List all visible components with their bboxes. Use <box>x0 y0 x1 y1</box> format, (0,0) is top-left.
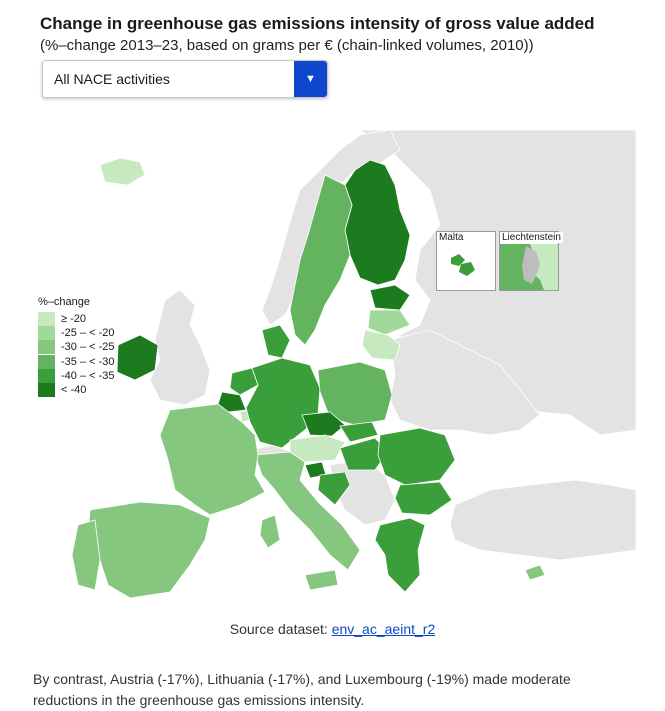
country-ireland <box>116 334 159 381</box>
malta-shape <box>451 254 475 276</box>
legend-item-label: ≥ -20 <box>61 313 86 326</box>
country-romania <box>377 427 456 486</box>
country-denmark <box>261 324 291 359</box>
inset-liechtenstein: Liechtenstein <box>499 231 563 291</box>
legend-item-label: -30 – < -25 <box>61 341 115 354</box>
country-sicily <box>304 569 339 591</box>
country-netherlands <box>229 367 259 396</box>
country-spain <box>87 501 211 599</box>
turkey <box>449 479 637 561</box>
inset-label-liechtenstein: Liechtenstein <box>500 232 563 243</box>
legend-title: %–change <box>38 296 90 308</box>
map-subtitle: (%–change 2013–23, based on grams per € … <box>40 37 534 54</box>
country-cyprus <box>524 564 546 581</box>
country-estonia <box>369 284 411 311</box>
legend-swatch <box>38 340 55 355</box>
europe-map <box>71 130 637 599</box>
source-line: Source dataset: env_ac_aeint_r2 <box>0 621 665 637</box>
map-title: Change in greenhouse gas emissions inten… <box>40 14 595 33</box>
uk <box>149 289 211 406</box>
country-czechia <box>301 411 346 437</box>
country-sardinia <box>259 514 281 549</box>
country-latvia <box>367 309 411 336</box>
legend-item: -25 – < -20 <box>38 326 115 341</box>
country-belgium <box>217 391 247 413</box>
country-croatia <box>317 471 351 506</box>
country-portugal <box>71 519 101 591</box>
country-italy <box>254 451 361 571</box>
nace-activity-dropdown[interactable]: All NACE activities ▼ <box>42 60 328 98</box>
legend-item: -40 – < -35 <box>38 368 115 383</box>
belarus-ukraine <box>389 329 541 436</box>
inset-label-malta: Malta <box>437 232 466 243</box>
country-france <box>159 403 266 516</box>
legend-swatch <box>38 368 55 383</box>
chevron-down-icon[interactable]: ▼ <box>294 61 327 97</box>
eu-countries <box>71 159 546 599</box>
legend-item: -30 – < -25 <box>38 340 115 355</box>
legend-item-label: -40 – < -35 <box>61 369 115 382</box>
legend-items: ≥ -20 -25 – < -20 -30 – < -25 -35 – < -30 -4… <box>38 312 115 398</box>
legend-swatch <box>38 354 55 369</box>
description-paragraph: By contrast, Austria (-17%), Lithuania (… <box>33 671 571 708</box>
legend-item: < -40 <box>38 383 115 398</box>
inset-malta: Malta <box>436 231 496 291</box>
liechtenstein-shape <box>500 244 558 290</box>
country-slovakia <box>339 421 379 443</box>
legend-item-label: < -40 <box>61 384 87 397</box>
dropdown-selected-value: All NACE activities <box>54 71 170 87</box>
legend-item-label: -35 – < -30 <box>61 355 115 368</box>
legend-swatch <box>38 312 55 327</box>
country-germany <box>245 357 321 449</box>
country-poland <box>317 361 393 426</box>
country-lithuania <box>361 329 401 361</box>
iceland <box>99 157 146 186</box>
legend-item-label: -25 – < -20 <box>61 327 115 340</box>
country-finland <box>344 159 411 286</box>
country-greece <box>374 517 426 593</box>
country-sweden <box>289 174 353 346</box>
legend-swatch <box>38 383 55 398</box>
country-bulgaria <box>394 481 453 516</box>
source-dataset-link[interactable]: env_ac_aeint_r2 <box>331 621 436 637</box>
legend-item: ≥ -20 <box>38 312 115 327</box>
legend-swatch <box>38 326 55 341</box>
legend-item: -35 – < -30 <box>38 354 115 369</box>
map-legend: %–change ≥ -20 -25 – < -20 -30 – < -25 -35 … <box>38 296 115 398</box>
source-label: Source dataset: <box>229 621 328 637</box>
